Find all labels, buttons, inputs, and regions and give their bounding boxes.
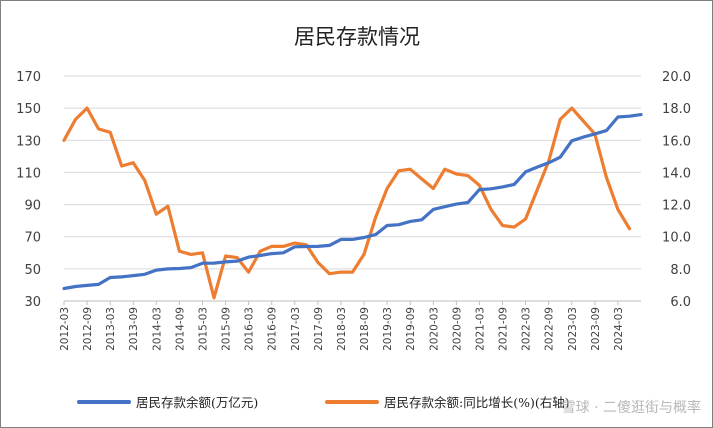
legend: 居民存款余额(万亿元) 居民存款余额:同比增长(%)(右轴): [77, 395, 570, 410]
x-tick-label: 2018-03: [336, 307, 348, 351]
x-tick-label: 2024-03: [613, 307, 625, 351]
right-tick-label: 8.0: [670, 263, 691, 278]
gridlines: [64, 75, 641, 302]
x-tick-label: 2012-03: [59, 307, 71, 351]
x-tick-label: 2022-03: [521, 307, 533, 351]
x-axis-ticks: 2012-03 2012-09 2013-03 2013-09 2014-03 2014-…: [59, 301, 625, 351]
watermark: 雪球 · 二傻逛街与概率: [562, 399, 701, 416]
legend-label-balance: 居民存款余额(万亿元): [136, 395, 258, 410]
x-tick-label: 2012-09: [82, 307, 94, 351]
right-tick-label: 16.0: [662, 134, 691, 149]
x-tick-label: 2023-03: [567, 307, 579, 351]
x-tick-label: 2016-09: [267, 307, 279, 351]
x-tick-label: 2013-09: [128, 307, 140, 351]
series-line-growth: [62, 106, 632, 300]
right-tick-label: 10.0: [662, 231, 691, 246]
x-tick-label: 2022-09: [544, 307, 556, 351]
x-tick-label: 2016-03: [244, 307, 256, 351]
x-tick-label: 2020-03: [428, 307, 440, 351]
left-tick-label: 50: [24, 263, 41, 278]
x-tick-label: 2015-03: [197, 307, 209, 351]
x-tick-label: 2014-09: [174, 307, 186, 351]
x-tick-label: 2021-03: [474, 307, 486, 351]
left-tick-label: 30: [24, 295, 41, 310]
x-tick-label: 2021-09: [498, 307, 510, 351]
right-tick-label: 12.0: [662, 199, 691, 214]
right-axis-ticks: 6.0 8.0 10.0 12.0 14.0 16.0 18.0 20.0: [662, 70, 691, 310]
legend-label-growth: 居民存款余额:同比增长(%)(右轴): [384, 395, 570, 410]
series-line-balance: [62, 112, 643, 291]
left-tick-label: 70: [24, 231, 41, 246]
left-tick-label: 130: [16, 134, 41, 149]
x-tick-label: 2023-09: [590, 307, 602, 351]
x-tick-label: 2020-09: [451, 307, 463, 351]
x-tick-label: 2013-03: [105, 307, 117, 351]
x-tick-label: 2018-09: [359, 307, 371, 351]
x-tick-label: 2017-03: [290, 307, 302, 351]
left-axis-ticks: 30 50 70 90 110 130 150 170: [16, 70, 41, 310]
x-tick-label: 2019-03: [382, 307, 394, 351]
x-tick-label: 2019-09: [405, 307, 417, 351]
right-tick-label: 20.0: [662, 70, 691, 85]
x-tick-label: 2014-03: [151, 307, 163, 351]
x-tick-label: 2015-09: [221, 307, 233, 351]
left-tick-label: 170: [16, 70, 41, 85]
left-tick-label: 150: [16, 102, 41, 117]
right-tick-label: 6.0: [670, 295, 691, 310]
right-tick-label: 18.0: [662, 102, 691, 117]
chart-title: 居民存款情况: [294, 25, 420, 49]
left-tick-label: 90: [24, 199, 41, 214]
series-layer: [62, 106, 643, 300]
left-tick-label: 110: [16, 166, 41, 181]
x-tick-label: 2017-09: [313, 307, 325, 351]
right-tick-label: 14.0: [662, 166, 691, 181]
